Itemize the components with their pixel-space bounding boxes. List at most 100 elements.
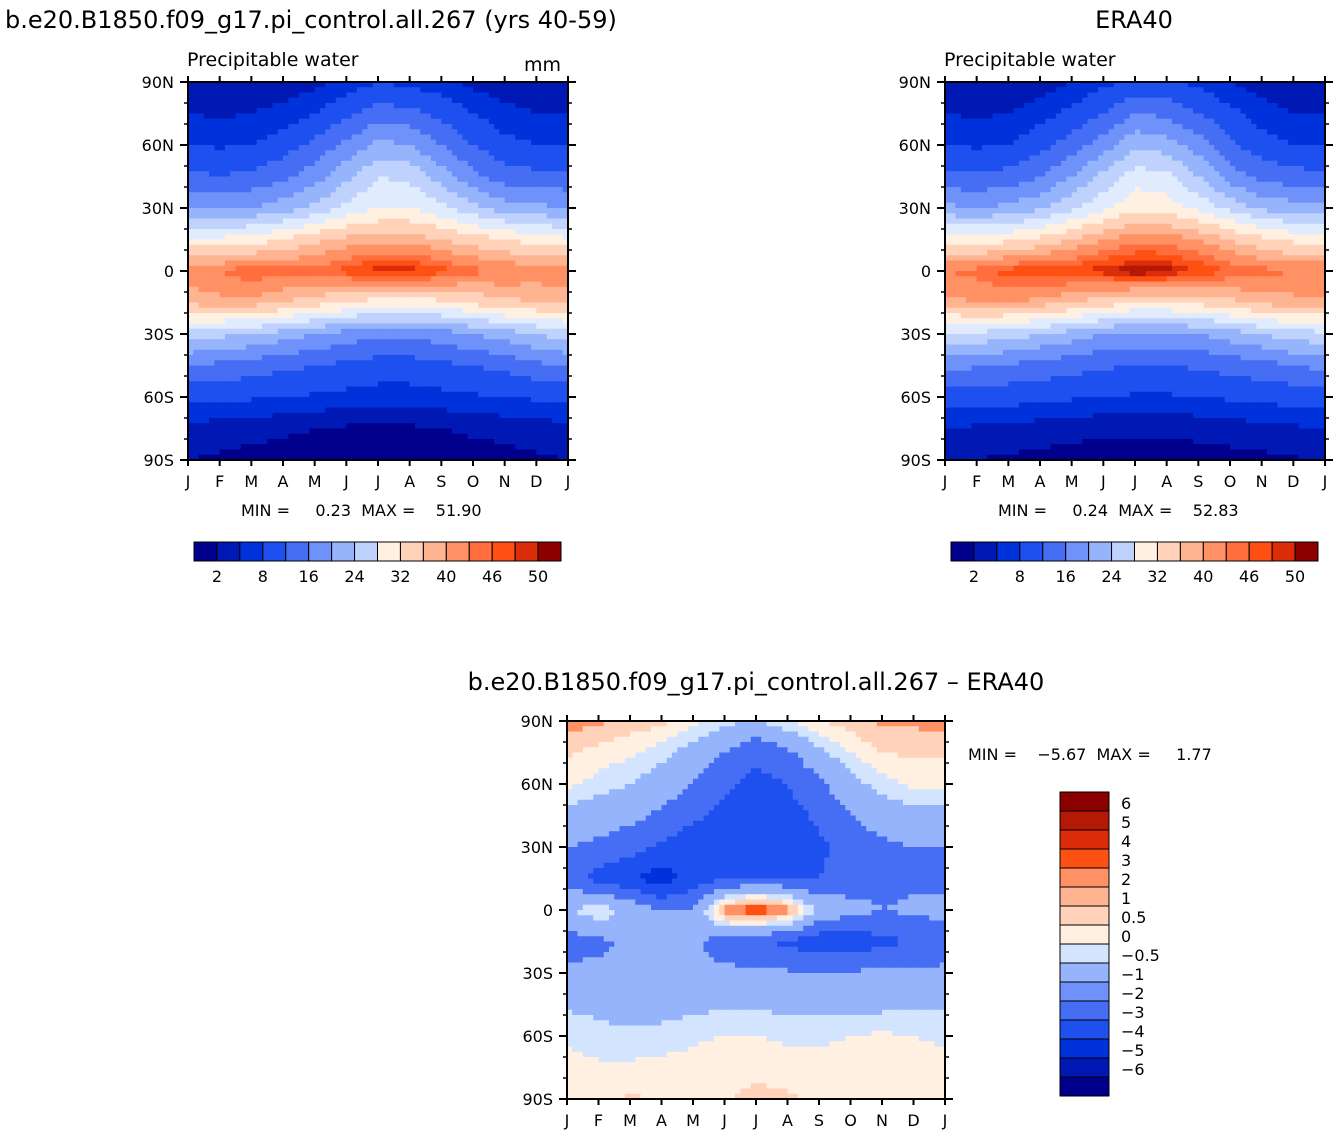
heatmap-cell xyxy=(251,124,258,130)
heatmap-cell xyxy=(473,418,479,424)
heatmap-cell xyxy=(420,323,427,330)
heatmap-cell xyxy=(214,97,221,104)
heatmap-cell xyxy=(393,439,400,445)
heatmap-cell xyxy=(473,355,479,361)
heatmap-cell xyxy=(209,428,215,435)
heatmap-cell xyxy=(325,428,332,435)
heatmap-cell xyxy=(256,218,263,225)
heatmap-cell xyxy=(235,250,242,256)
heatmap-cell xyxy=(383,328,390,335)
heatmap-cell xyxy=(488,328,495,335)
heatmap-cell xyxy=(346,208,353,214)
heatmap-cell xyxy=(330,218,337,225)
heatmap-cell xyxy=(214,328,221,335)
heatmap-cell xyxy=(351,423,358,430)
heatmap-cell xyxy=(335,213,342,220)
heatmap-cell xyxy=(462,229,469,235)
heatmap-cell xyxy=(198,271,205,277)
heatmap-cell xyxy=(230,229,237,235)
heatmap-cell xyxy=(314,234,321,241)
heatmap-cell xyxy=(367,197,374,204)
heatmap-cell xyxy=(293,286,300,293)
heatmap-cell xyxy=(378,181,384,188)
heatmap-cell xyxy=(425,234,432,241)
heatmap-cell xyxy=(367,192,374,199)
heatmap-cell xyxy=(356,276,363,283)
heatmap-cell xyxy=(383,82,390,88)
heatmap-cell xyxy=(341,281,347,288)
heatmap-cell xyxy=(283,318,289,325)
heatmap-cell xyxy=(388,229,395,235)
heatmap-cell xyxy=(193,271,200,277)
heatmap-cell xyxy=(436,118,442,125)
heatmap-cell xyxy=(188,229,194,235)
heatmap-cell xyxy=(214,145,221,151)
heatmap-cell xyxy=(446,155,453,162)
heatmap-cell xyxy=(188,171,194,178)
heatmap-cell xyxy=(536,113,543,120)
heatmap-cell xyxy=(335,313,342,319)
heatmap-cell xyxy=(541,155,548,162)
heatmap-cell xyxy=(219,412,226,419)
heatmap-cell xyxy=(515,433,522,440)
heatmap-cell xyxy=(531,145,537,151)
heatmap-cell xyxy=(230,407,237,414)
heatmap-cell xyxy=(462,286,469,293)
heatmap-cell xyxy=(451,423,458,430)
heatmap-cell xyxy=(388,365,395,372)
heatmap-cell xyxy=(272,386,279,393)
heatmap-cell xyxy=(488,87,495,94)
heatmap-cell xyxy=(467,260,474,267)
heatmap-cell xyxy=(446,418,453,424)
heatmap-cell xyxy=(420,376,427,382)
heatmap-cell xyxy=(309,176,316,183)
heatmap-cell xyxy=(478,192,485,199)
heatmap-cell xyxy=(446,292,453,298)
heatmap-cell xyxy=(436,181,442,188)
heatmap-cell xyxy=(446,397,453,403)
heatmap-cell xyxy=(557,124,564,130)
heatmap-cell xyxy=(425,276,432,283)
heatmap-cell xyxy=(309,381,316,388)
heatmap-cell xyxy=(520,208,527,214)
heatmap-cell xyxy=(335,244,342,251)
heatmap-cell xyxy=(378,349,384,356)
heatmap-cell xyxy=(430,297,437,304)
heatmap-cell xyxy=(525,213,532,220)
heatmap-cell xyxy=(240,281,247,288)
heatmap-cell xyxy=(409,192,416,199)
heatmap-cell xyxy=(314,328,321,335)
heatmap-cell xyxy=(536,334,543,340)
heatmap-cell xyxy=(451,265,458,272)
heatmap-cell xyxy=(330,355,337,361)
heatmap-cell xyxy=(441,428,448,435)
heatmap-cell xyxy=(383,297,390,304)
heatmap-cell xyxy=(193,428,200,435)
heatmap-cell xyxy=(499,155,506,162)
heatmap-cell xyxy=(531,428,537,435)
heatmap-cell xyxy=(451,334,458,340)
heatmap-cell xyxy=(478,171,485,178)
heatmap-cell xyxy=(531,433,537,440)
heatmap-cell xyxy=(335,255,342,262)
heatmap-cell xyxy=(430,213,437,220)
heatmap-cell xyxy=(325,103,332,109)
heatmap-cell xyxy=(409,365,416,372)
heatmap-cell xyxy=(546,402,553,409)
heatmap-cell xyxy=(473,134,479,141)
heatmap-cell xyxy=(351,229,358,235)
heatmap-cell xyxy=(414,407,421,414)
heatmap-cell xyxy=(304,82,310,88)
heatmap-cell xyxy=(499,428,506,435)
heatmap-cell xyxy=(272,118,279,125)
heatmap-cell xyxy=(446,139,453,146)
heatmap-cell xyxy=(536,365,543,372)
heatmap-cell xyxy=(367,103,374,109)
heatmap-cell xyxy=(457,402,464,409)
heatmap-cell xyxy=(319,376,326,382)
heatmap-cell xyxy=(383,412,390,419)
heatmap-cell xyxy=(478,376,485,382)
heatmap-cell xyxy=(293,202,300,209)
heatmap-cell xyxy=(219,407,226,414)
heatmap-cell xyxy=(562,412,569,419)
